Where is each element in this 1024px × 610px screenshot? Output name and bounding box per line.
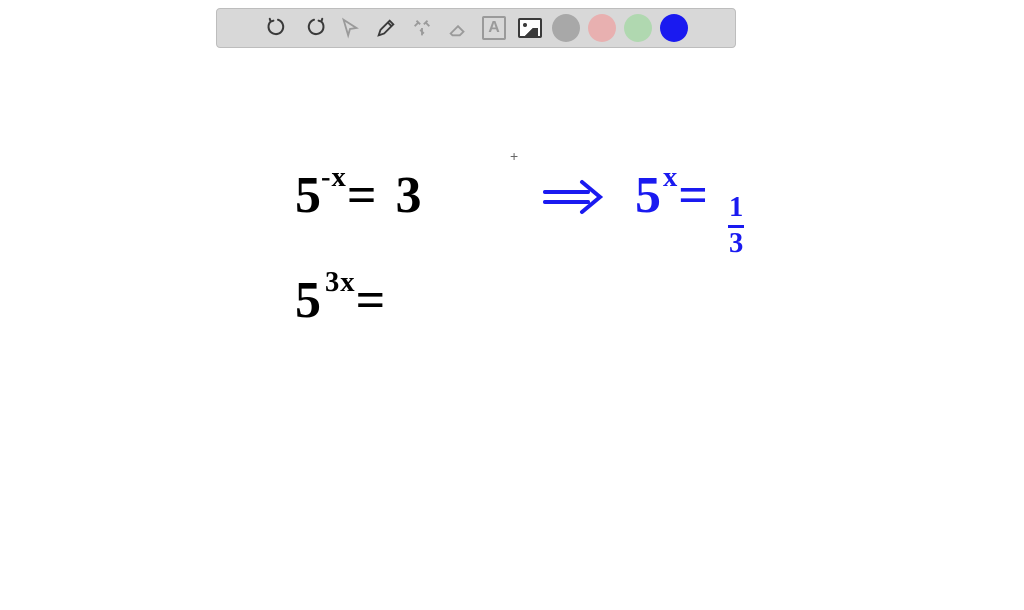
undo-icon[interactable] (264, 14, 292, 42)
cursor-crosshair: + (510, 148, 518, 164)
eq1-base-5: 5 (295, 167, 321, 224)
frac-num: 1 (729, 194, 743, 224)
canvas[interactable]: + 5-x= 3 5x= 1 3 53x= (0, 60, 1024, 610)
eq1b-exp-x: x (663, 162, 678, 193)
eq1-equals: = (347, 167, 377, 224)
eraser-icon[interactable] (444, 14, 472, 42)
frac-den: 3 (729, 229, 743, 259)
eq1b-equals: = (678, 167, 708, 224)
eq1b-base-5: 5 (635, 167, 661, 224)
image-tool-frame (518, 18, 542, 38)
eq2-exp-3x: 3x (325, 267, 356, 298)
color-blue[interactable] (660, 14, 688, 42)
equation-1-blue: 5x= 1 3 (635, 170, 743, 254)
toolbar: A (216, 8, 736, 48)
text-icon[interactable]: A (480, 14, 508, 42)
redo-icon[interactable] (300, 14, 328, 42)
text-tool-label: A (482, 16, 506, 40)
pencil-icon[interactable] (372, 14, 400, 42)
eq1b-fraction: 1 3 (729, 194, 743, 258)
color-green[interactable] (624, 14, 652, 42)
eq2-equals: = (356, 272, 386, 329)
eq1-three: 3 (395, 167, 421, 224)
eq2-base-5: 5 (295, 272, 321, 329)
equation-2: 53x= (295, 275, 385, 327)
eq1-exp-neg-x: -x (321, 162, 347, 193)
implies-arrow-icon (540, 178, 610, 218)
color-pink[interactable] (588, 14, 616, 42)
tools-icon[interactable] (408, 14, 436, 42)
equation-1-black: 5-x= 3 (295, 170, 421, 222)
image-icon[interactable] (516, 14, 544, 42)
pointer-icon[interactable] (336, 14, 364, 42)
color-gray[interactable] (552, 14, 580, 42)
